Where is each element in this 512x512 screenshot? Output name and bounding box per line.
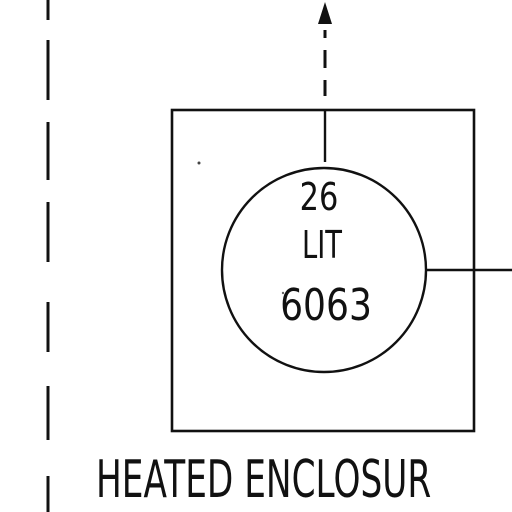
enclosure-label: HEATED ENCLOSUR (96, 450, 431, 510)
instrument-function-code: LIT (302, 222, 343, 267)
speck-mark (197, 161, 201, 165)
instrument-loop-number: 26 (300, 176, 339, 220)
speck-mark (281, 291, 285, 295)
instrument-tag-number: 6063 (280, 281, 372, 331)
arrow-up-icon (318, 2, 332, 24)
